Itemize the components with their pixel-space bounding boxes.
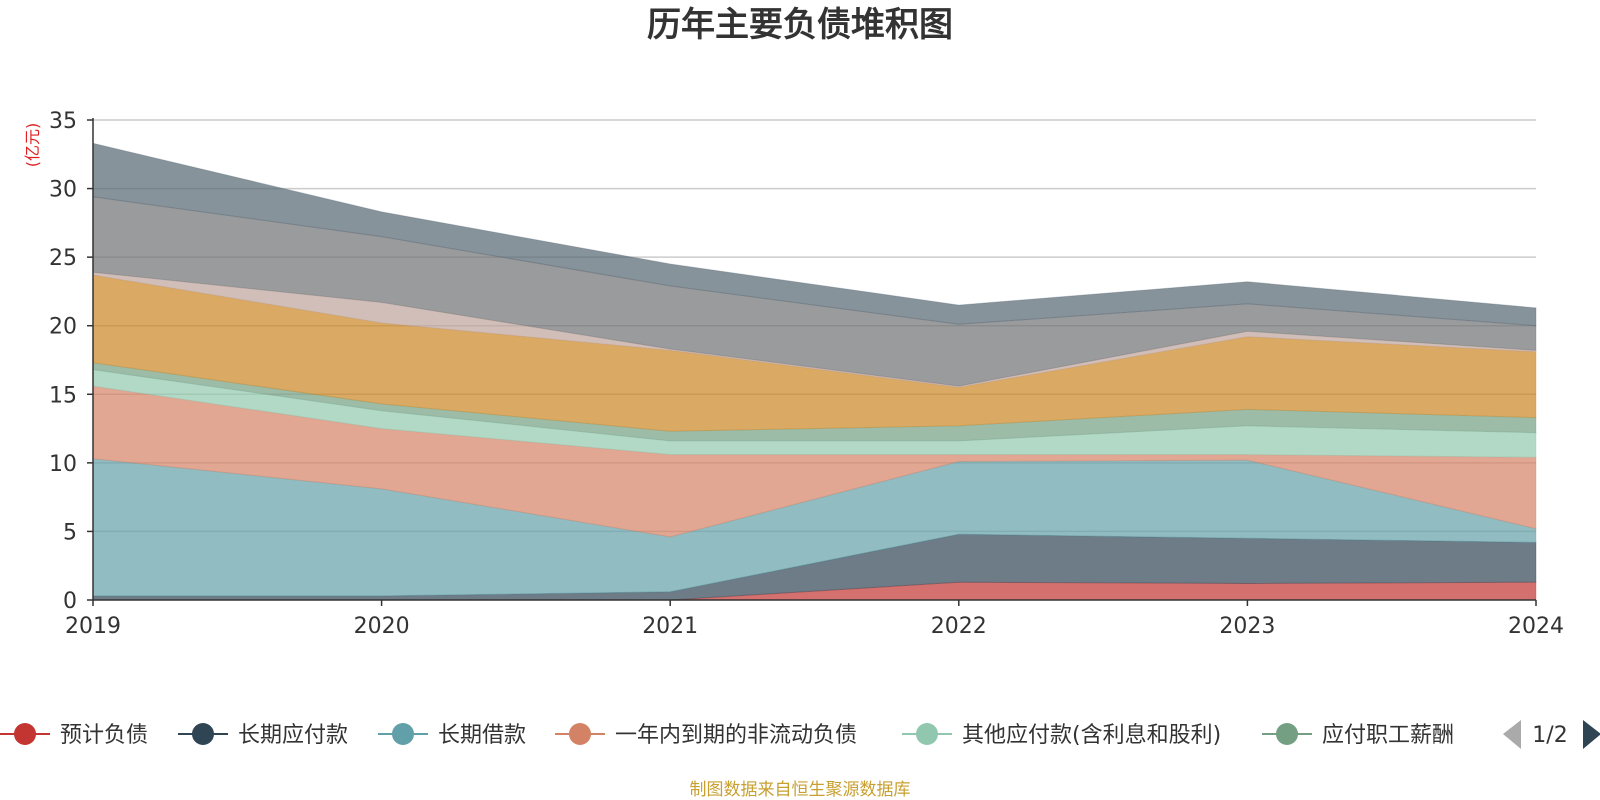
y-tick-label: 35 [49,109,77,134]
area-series-9 [92,142,1537,327]
y-tick-label: 20 [49,315,77,340]
y-tick-label: 25 [49,246,77,271]
y-tick-label: 15 [49,383,77,408]
legend-item[interactable]: 长期借款 [378,723,526,748]
y-tick-label: 0 [63,589,77,614]
x-tick-label: 2020 [354,614,410,639]
legend-item[interactable]: 应付职工薪酬 [1262,723,1454,748]
y-tick-label: 5 [63,520,77,545]
y-tick-label: 10 [49,452,77,477]
legend-marker-icon [569,723,591,745]
legend-marker-icon [1276,723,1298,745]
x-tick-label: 2019 [65,614,121,639]
legend-label: 预计负债 [60,723,148,748]
legend-item[interactable]: 预计负债 [0,723,148,748]
x-tick-label: 2023 [1219,614,1275,639]
legend-marker-icon [916,723,938,745]
legend-label: 长期应付款 [238,723,348,748]
legend-pager[interactable]: 1/2 [1503,720,1600,749]
legend-item[interactable]: 其他应付款(含利息和股利) [902,723,1221,748]
legend-prev-arrow-icon[interactable] [1503,720,1521,749]
y-axis-unit-label: (亿元) [23,123,42,168]
data-source-note: 制图数据来自恒生聚源数据库 [690,780,911,800]
legend-label: 长期借款 [438,723,526,748]
legend-item[interactable]: 长期应付款 [178,723,348,748]
axes: 0 5 10 15 20 25 30 35 2019 2020 2021 2022 2023 2024 [49,109,1564,639]
x-tick-label: 2021 [642,614,698,639]
legend-label: 一年内到期的非流动负债 [615,723,857,748]
area-series-group [92,142,1537,601]
legend-marker-icon [392,723,414,745]
legend: 预计负债 长期应付款 长期借款 一年内到期的非流动负债 其他应付款(含利息和股利) 应付职… [0,723,1454,748]
y-tick-label: 30 [49,178,77,203]
legend-marker-icon [14,723,36,745]
x-tick-label: 2024 [1508,614,1564,639]
chart-title: 历年主要负债堆积图 [647,5,953,45]
legend-next-arrow-icon[interactable] [1583,720,1600,749]
legend-item[interactable]: 一年内到期的非流动负债 [555,723,857,748]
legend-label: 应付职工薪酬 [1322,723,1454,748]
x-tick-label: 2022 [931,614,987,639]
legend-page-indicator: 1/2 [1532,723,1567,748]
legend-label: 其他应付款(含利息和股利) [962,723,1221,748]
legend-marker-icon [192,723,214,745]
